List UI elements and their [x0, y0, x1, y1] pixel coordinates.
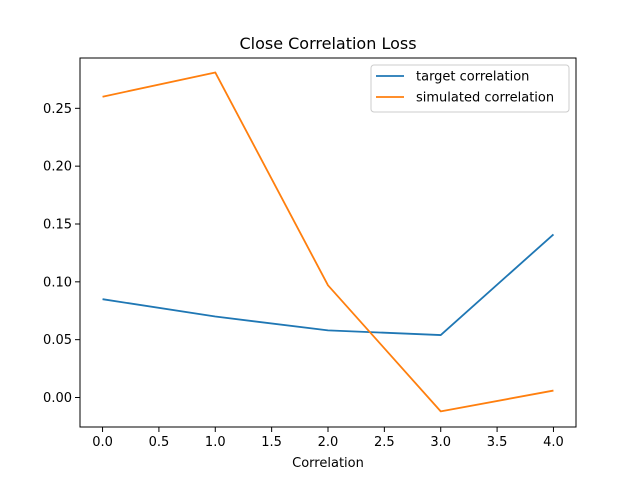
y-tick-label: 0.15: [43, 217, 72, 232]
legend-box: [370, 64, 570, 113]
y-tick-label: 0.10: [43, 275, 72, 290]
y-tick-label: 0.00: [43, 391, 72, 406]
x-tick-label: 4.0: [543, 435, 564, 450]
axes-frame: [79, 57, 577, 428]
y-axis: 0.00 0.05 0.10 0.15 0.20 0.25: [43, 102, 80, 406]
x-tick-label: 1.0: [205, 435, 226, 450]
series-layer: [102, 71, 555, 413]
legend-label: simulated correlation: [416, 91, 554, 106]
x-tick-label: 2.0: [318, 435, 339, 450]
x-tick-label: 1.5: [261, 435, 282, 450]
x-axis-label: Correlation: [292, 456, 364, 471]
x-tick-label: 0.0: [92, 435, 113, 450]
y-tick-label: 0.05: [43, 333, 72, 348]
series-line-2: [102, 71, 554, 413]
chart-title: Close Correlation Loss: [239, 34, 416, 53]
y-tick-label: 0.25: [43, 102, 72, 117]
y-tick-label: 0.20: [43, 160, 72, 175]
x-tick-label: 2.5: [374, 435, 395, 450]
x-tick-label: 0.5: [149, 435, 170, 450]
legend: target correlation simulated correlation: [370, 64, 570, 113]
x-tick-label: 3.5: [487, 435, 508, 450]
legend-label: target correlation: [416, 70, 529, 85]
x-axis: 0.0 0.5 1.0 1.5 2.0 2.5 3.0 3.5 4.0: [92, 427, 564, 450]
x-tick-label: 3.0: [430, 435, 451, 450]
series-line-1: [102, 233, 555, 336]
